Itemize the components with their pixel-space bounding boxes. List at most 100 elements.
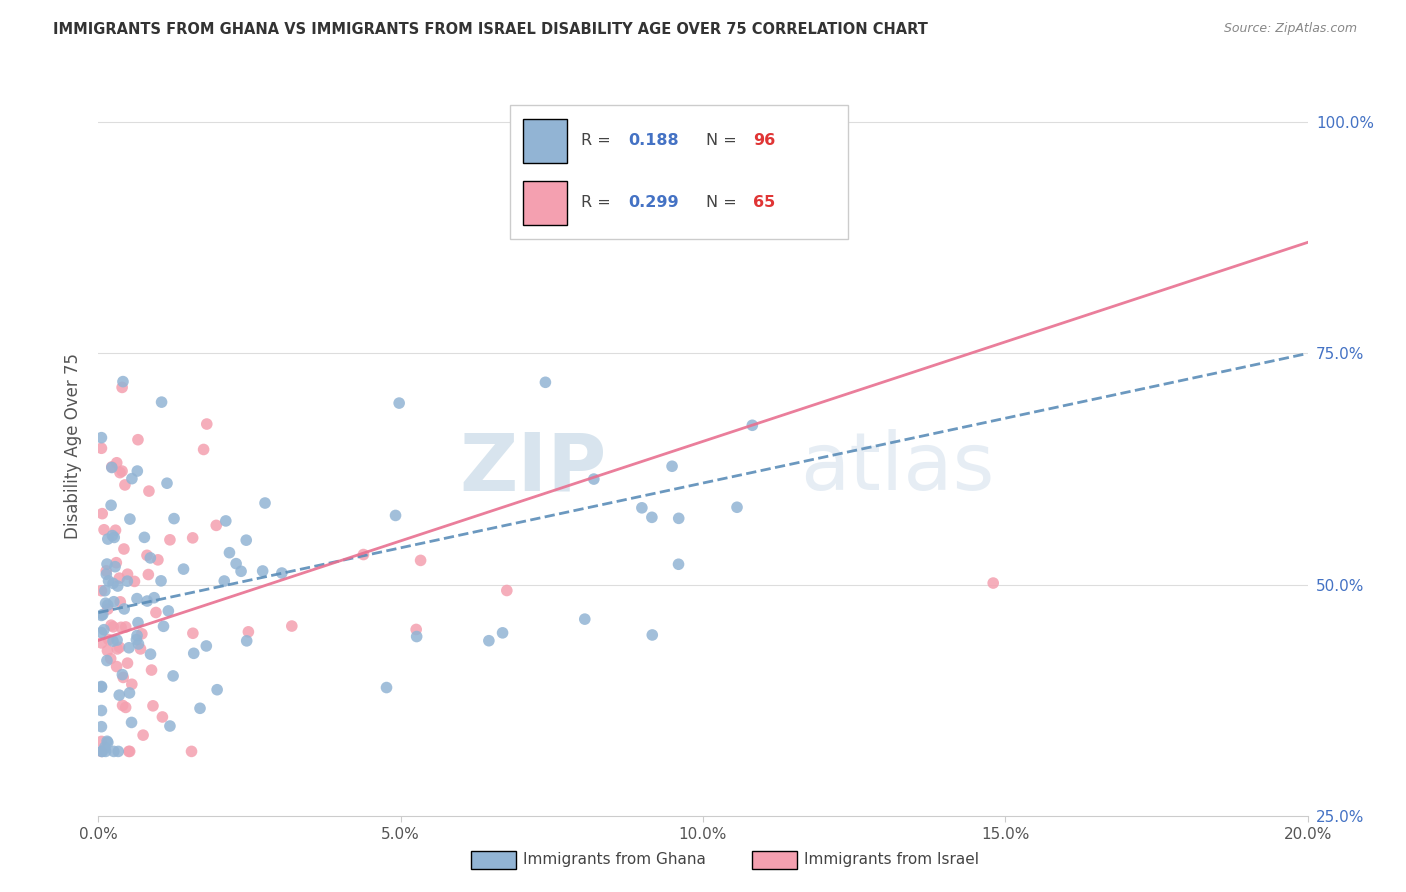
Point — [136, 594, 159, 608]
Point — [90, 744, 112, 758]
Point — [218, 546, 240, 560]
Point — [188, 701, 211, 715]
Point — [193, 442, 215, 457]
Point — [668, 558, 690, 572]
Point — [90, 744, 112, 758]
Point — [235, 533, 257, 548]
Point — [725, 500, 748, 515]
Point — [125, 591, 148, 606]
Point — [127, 464, 149, 478]
Point — [495, 583, 517, 598]
Point — [108, 688, 131, 702]
Point — [112, 602, 135, 616]
Point — [105, 659, 128, 673]
Point — [100, 651, 122, 665]
Point — [103, 620, 125, 634]
Text: ZIP: ZIP — [458, 429, 606, 508]
Point — [104, 523, 127, 537]
Point — [180, 744, 202, 758]
Point — [146, 553, 169, 567]
Point — [90, 680, 112, 694]
Point — [134, 530, 156, 544]
Point — [121, 472, 143, 486]
Point — [384, 508, 406, 523]
Point — [97, 632, 120, 647]
Point — [668, 511, 690, 525]
Point — [118, 744, 141, 758]
Point — [101, 460, 124, 475]
Point — [107, 579, 129, 593]
Point — [105, 556, 128, 570]
Point — [90, 680, 112, 694]
Point — [138, 567, 160, 582]
Point — [90, 636, 112, 650]
Point — [90, 625, 112, 640]
Point — [127, 615, 149, 630]
Point — [181, 626, 204, 640]
Point — [238, 624, 260, 639]
Point — [110, 595, 132, 609]
Point — [631, 500, 654, 515]
Point — [103, 595, 125, 609]
Point — [90, 720, 112, 734]
Point — [195, 639, 218, 653]
Point — [491, 625, 513, 640]
Point — [132, 728, 155, 742]
Point — [90, 608, 112, 623]
Point — [112, 541, 135, 556]
Point — [103, 744, 125, 758]
Point — [96, 643, 118, 657]
Point — [105, 456, 128, 470]
Point — [114, 620, 136, 634]
Point — [94, 596, 117, 610]
Point — [90, 734, 112, 748]
Point — [117, 567, 139, 582]
Point — [96, 557, 118, 571]
Point — [405, 630, 427, 644]
Point — [111, 698, 134, 713]
Point — [112, 670, 135, 684]
Point — [114, 700, 136, 714]
Point — [100, 618, 122, 632]
Point — [235, 633, 257, 648]
Point — [96, 567, 118, 582]
Point — [145, 606, 167, 620]
Point — [91, 607, 114, 622]
Point — [173, 562, 195, 576]
Text: Source: ZipAtlas.com: Source: ZipAtlas.com — [1223, 22, 1357, 36]
Point — [183, 646, 205, 660]
Point — [105, 642, 128, 657]
Point — [127, 433, 149, 447]
Point — [97, 532, 120, 546]
Point — [96, 654, 118, 668]
Point — [641, 510, 664, 524]
Point — [108, 466, 131, 480]
Point — [252, 564, 274, 578]
Point — [150, 574, 173, 588]
Point — [142, 698, 165, 713]
Point — [90, 583, 112, 598]
Point — [91, 507, 114, 521]
Point — [111, 380, 134, 394]
Point — [101, 576, 124, 591]
Point — [90, 704, 112, 718]
Point — [253, 496, 276, 510]
Point — [136, 549, 159, 563]
Point — [118, 686, 141, 700]
Point — [90, 442, 112, 456]
Point — [641, 628, 664, 642]
Point — [138, 484, 160, 499]
Point — [156, 476, 179, 491]
Point — [97, 574, 120, 588]
Point — [405, 623, 427, 637]
Point — [94, 744, 117, 758]
Point — [111, 375, 134, 389]
Point — [104, 559, 127, 574]
Point — [97, 598, 120, 612]
Point — [214, 574, 236, 588]
Point — [121, 715, 143, 730]
Point — [108, 640, 131, 655]
Point — [97, 735, 120, 749]
Point — [96, 564, 118, 578]
Point — [225, 557, 247, 571]
